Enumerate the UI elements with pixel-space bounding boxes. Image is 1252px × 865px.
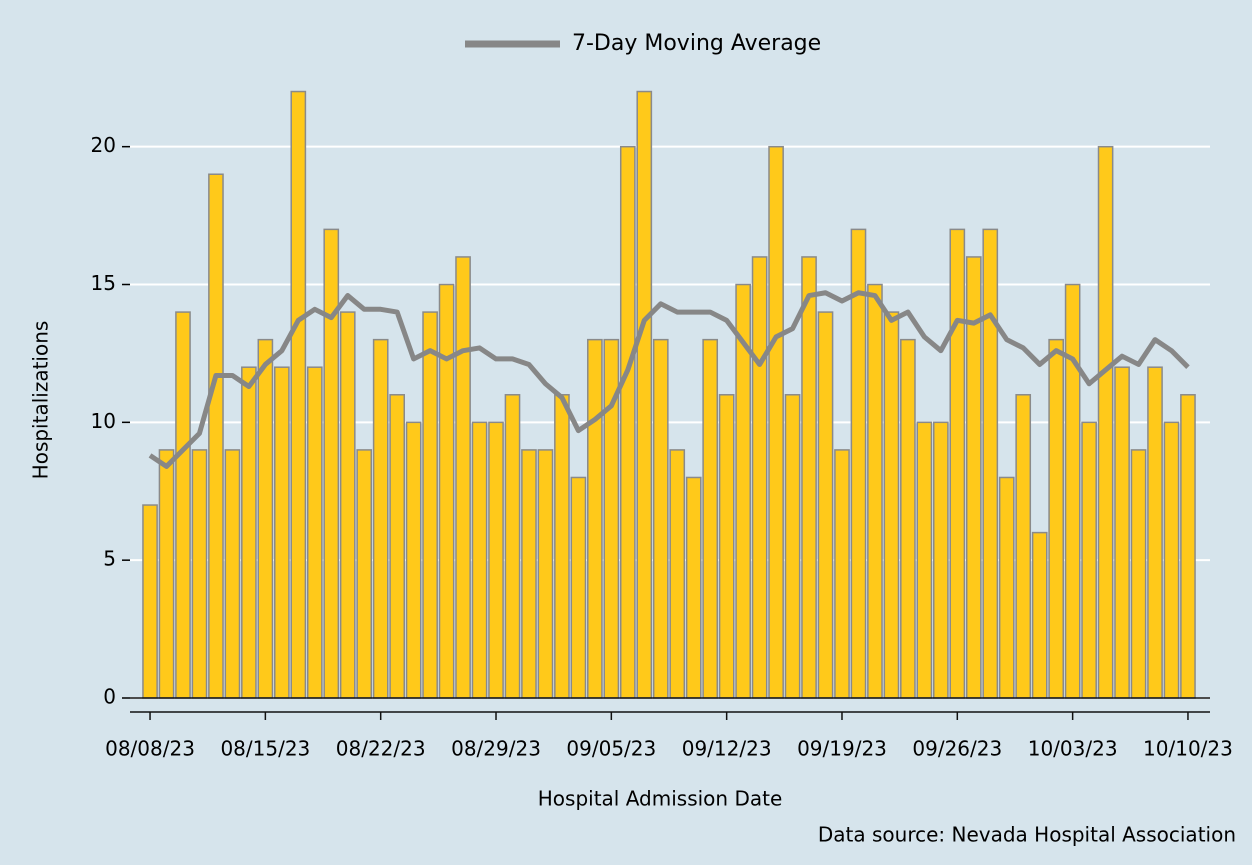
x-tick-label: 09/26/23 — [912, 737, 1002, 761]
bar — [801, 256, 817, 699]
y-tick-label: 0 — [103, 685, 116, 709]
bar — [916, 421, 933, 699]
bar — [669, 449, 686, 699]
bar — [1048, 338, 1064, 699]
bar — [1031, 531, 1048, 699]
bar — [1097, 145, 1114, 699]
bar — [1147, 366, 1163, 699]
bar — [339, 311, 356, 699]
bar — [1015, 394, 1032, 699]
x-tick-label: 09/19/23 — [797, 737, 887, 761]
bar — [685, 476, 702, 699]
moving-average-line — [148, 290, 1190, 469]
x-tick-label: 10/10/23 — [1143, 737, 1233, 761]
bar — [718, 394, 735, 699]
bar — [175, 311, 191, 699]
bar — [751, 256, 768, 699]
bar — [1064, 283, 1081, 699]
bar — [405, 421, 422, 699]
bar — [1081, 421, 1097, 699]
y-tick-label: 15 — [91, 271, 116, 295]
legend-label: 7-Day Moving Average — [572, 31, 821, 56]
bar — [471, 421, 488, 699]
y-tick-label: 5 — [103, 547, 116, 571]
bar — [521, 449, 537, 699]
x-tick-label: 08/08/23 — [105, 737, 195, 761]
bar — [372, 338, 389, 699]
bar — [982, 228, 999, 699]
bar — [142, 504, 158, 699]
bar — [438, 283, 455, 699]
bar — [834, 449, 850, 699]
bar — [224, 449, 241, 699]
bar — [817, 311, 834, 699]
bar — [784, 394, 801, 699]
bar — [900, 338, 916, 699]
bar — [1180, 394, 1196, 699]
x-tick-label: 09/12/23 — [682, 737, 772, 761]
bar — [389, 394, 405, 699]
bar — [1130, 449, 1147, 699]
bar — [306, 366, 323, 699]
bar — [702, 338, 719, 699]
bar — [883, 311, 900, 699]
bar — [241, 366, 257, 699]
bar — [422, 311, 438, 699]
bar — [356, 449, 373, 699]
y-tick-label: 20 — [91, 133, 116, 157]
bar — [636, 90, 653, 699]
bar — [504, 394, 521, 699]
x-tick-label: 08/29/23 — [451, 737, 541, 761]
bar — [257, 338, 274, 699]
bar — [158, 449, 175, 699]
bar — [933, 421, 949, 699]
x-tick-label: 08/15/23 — [220, 737, 310, 761]
bar — [537, 449, 554, 699]
bar — [323, 228, 340, 699]
bar — [850, 228, 867, 699]
bar — [867, 283, 883, 699]
x-tick-label: 10/03/23 — [1028, 737, 1118, 761]
bar — [998, 476, 1015, 699]
x-tick-label: 09/05/23 — [566, 737, 656, 761]
bar — [455, 256, 471, 699]
bar — [554, 394, 570, 699]
bar — [587, 338, 603, 699]
bar — [1114, 366, 1130, 699]
x-axis-title: Hospital Admission Date — [538, 787, 783, 811]
x-tick-label: 08/22/23 — [336, 737, 426, 761]
bar — [949, 228, 966, 699]
y-axis-title: Hospitalizations — [29, 321, 53, 480]
bar — [619, 145, 636, 699]
bar — [208, 173, 224, 699]
bar — [652, 338, 669, 699]
bar — [768, 145, 784, 699]
source-note: Data source: Nevada Hospital Association — [818, 823, 1236, 847]
bar — [191, 449, 208, 699]
bar — [1163, 421, 1180, 699]
bar — [274, 366, 290, 699]
bar — [570, 476, 587, 699]
bar — [290, 90, 307, 699]
bar — [488, 421, 504, 699]
y-tick-label: 10 — [91, 409, 116, 433]
